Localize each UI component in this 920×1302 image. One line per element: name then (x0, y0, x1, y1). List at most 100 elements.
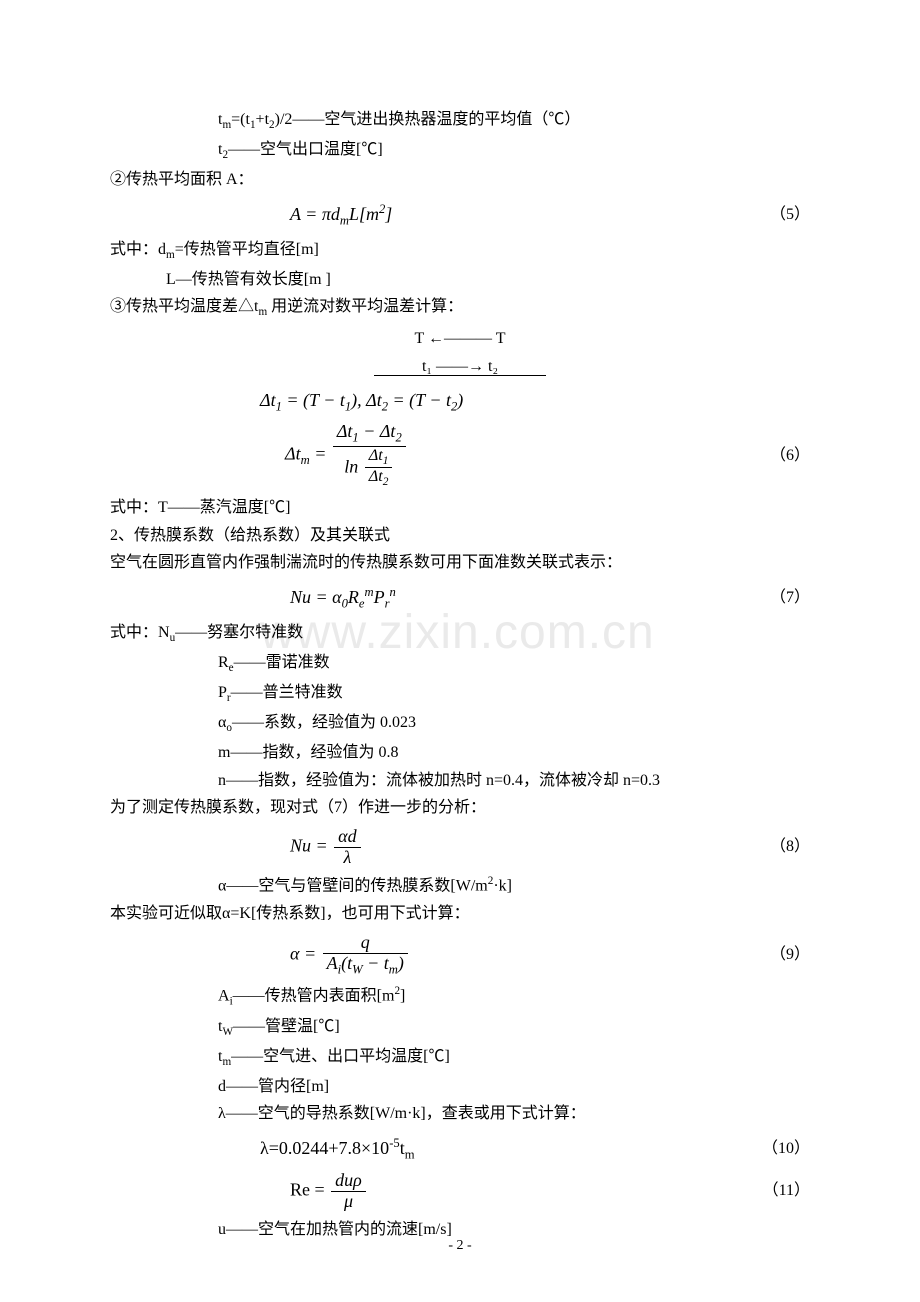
text: P (218, 684, 227, 701)
equation-9: α = q Ai(tW − tm) （9） (110, 933, 810, 977)
text-line: 为了测定传热膜系数，现对式（7）作进一步的分析： (110, 795, 810, 821)
text-line: d——管内径[m] (110, 1074, 810, 1100)
text: ·k] (493, 878, 512, 895)
equation-6a: Δt1 = (T − t1), Δt2 = (T − t2) (110, 386, 810, 417)
eq-text: (t (341, 953, 352, 973)
text: )/2——空气进出换热器温度的平均值（℃） (275, 111, 581, 128)
eq-text: P (374, 587, 385, 607)
eq-text: Δt (369, 467, 383, 485)
sub: m (222, 119, 231, 131)
eq-text: − Δt (359, 421, 396, 441)
text: +t (256, 111, 269, 128)
sub: m (301, 453, 310, 467)
equation-5: A = πdmL[m2] （5） (110, 199, 810, 231)
text-line: m——指数，经验值为 0.8 (110, 740, 810, 766)
eq-text: R (348, 587, 359, 607)
eq-text: Nu = α (290, 587, 342, 607)
flow-text: t₁ ——→ t₂ (422, 358, 498, 375)
sub: m (340, 213, 349, 227)
eq-number: （9） (750, 942, 810, 968)
text: ——普兰特准数 (231, 684, 343, 701)
sub: 2 (395, 431, 401, 445)
eq-text: α = (290, 943, 321, 963)
sub: m (258, 306, 267, 318)
fraction: Δt1 Δt2 (365, 447, 393, 489)
text: ——管壁温[℃] (233, 1018, 340, 1035)
eq-text: Nu = (290, 835, 332, 855)
sub: m (222, 1056, 231, 1068)
equation-7: Nu = α0RemPrn （7） (110, 582, 810, 614)
fraction: αd λ (334, 827, 360, 868)
text: ——系数，经验值为 0.023 (232, 714, 416, 731)
text-line: α——空气与管壁间的传热膜系数[W/m2·k] (110, 873, 810, 899)
text-line: n——指数，经验值为：流体被加热时 n=0.4，流体被冷却 n=0.3 (110, 768, 810, 794)
text-line: 空气在圆形直管内作强制湍流时的传热膜系数可用下面准数关联式表示： (110, 550, 810, 576)
equation-11: Re = duρ μ （11） (110, 1171, 810, 1212)
sub: m (389, 962, 398, 976)
eq-number: （10） (750, 1136, 810, 1162)
eq-text: duρ (331, 1171, 366, 1192)
eq-text: − t (363, 953, 389, 973)
eq-number: （11） (750, 1178, 810, 1204)
sub: W (222, 1026, 233, 1038)
eq-text: Δt (260, 390, 276, 410)
text-line: αo——系数，经验值为 0.023 (110, 710, 810, 738)
text-line: 本实验可近似取α=K[传热系数]，也可用下式计算： (110, 901, 810, 927)
eq-number: （8） (750, 834, 810, 860)
text-line: tm=(t1+t2)/2——空气进出换热器温度的平均值（℃） (110, 107, 810, 135)
sub: 2 (383, 477, 389, 489)
eq-text: μ (331, 1192, 366, 1212)
eq-text: Δt (369, 446, 383, 464)
eq-text: Δt (337, 421, 353, 441)
eq-text: ) (398, 953, 404, 973)
text: 用逆流对数平均温差计算： (267, 298, 463, 315)
text-line: 式中：T——蒸汽温度[℃] (110, 495, 810, 521)
text: ——努塞尔特准数 (175, 624, 303, 641)
eq-text: = (T − t (282, 390, 345, 410)
text-line: 式中：Nu——努塞尔特准数 (110, 620, 810, 648)
text-line: λ——空气的导热系数[W/m·k]，查表或用下式计算： (110, 1101, 810, 1127)
eq-text: λ=0.0244+7.8×10 (260, 1138, 389, 1158)
eq-text: Δt (285, 444, 301, 464)
fraction: Δt1 − Δt2 ln Δt1 Δt2 (333, 422, 406, 489)
text: =(t (231, 111, 250, 128)
text-line: 式中：dm=传热管平均直径[m] (110, 237, 810, 265)
eq-text: αd (334, 827, 360, 848)
text: R (218, 654, 229, 671)
text: =传热管平均直径[m] (175, 241, 319, 258)
eq-text: ln (344, 456, 363, 476)
text-line: tm——空气进、出口平均温度[℃] (110, 1044, 810, 1072)
equation-10: λ=0.0244+7.8×10-5tm （10） (110, 1133, 810, 1165)
text: α——空气与管壁间的传热膜系数[W/m (218, 878, 488, 895)
sup: -5 (389, 1136, 400, 1150)
text-line: ②传热平均面积 A： (110, 167, 810, 193)
eq-text: A (327, 953, 338, 973)
text: ③传热平均温度差△t (110, 298, 258, 315)
sub: m (166, 249, 175, 261)
text-line: Ai——传热管内表面积[m2] (110, 983, 810, 1011)
text: ] (400, 988, 405, 1005)
sup: n (390, 585, 396, 599)
eq-number: （6） (750, 443, 810, 469)
eq-text: L[m (349, 204, 379, 224)
eq-text: λ (334, 848, 360, 868)
text: ——雷诺准数 (234, 654, 330, 671)
eq-number: （5） (750, 202, 810, 228)
document-body: tm=(t1+t2)/2——空气进出换热器温度的平均值（℃） t2——空气出口温… (110, 107, 810, 1243)
eq-text: Re = (290, 1179, 329, 1199)
text-line: tW——管壁温[℃] (110, 1014, 810, 1042)
text: A (218, 988, 230, 1005)
text-line: 2、传热膜系数（给热系数）及其关联式 (110, 523, 810, 549)
equation-8: Nu = αd λ （8） (110, 827, 810, 868)
eq-text: ), Δt (351, 390, 382, 410)
sub: m (405, 1148, 415, 1162)
equation-6b: Δtm = Δt1 − Δt2 ln Δt1 Δt2 （6） (110, 422, 810, 489)
text: 式中：N (110, 624, 170, 641)
flow-row: T ←——— T (110, 326, 810, 352)
sup: m (365, 585, 374, 599)
eq-text: A = πd (290, 204, 340, 224)
text: ——空气进、出口平均温度[℃] (231, 1048, 450, 1065)
text-line: t2——空气出口温度[℃] (110, 137, 810, 165)
text: 式中：d (110, 241, 166, 258)
eq-text: ] (385, 204, 392, 224)
